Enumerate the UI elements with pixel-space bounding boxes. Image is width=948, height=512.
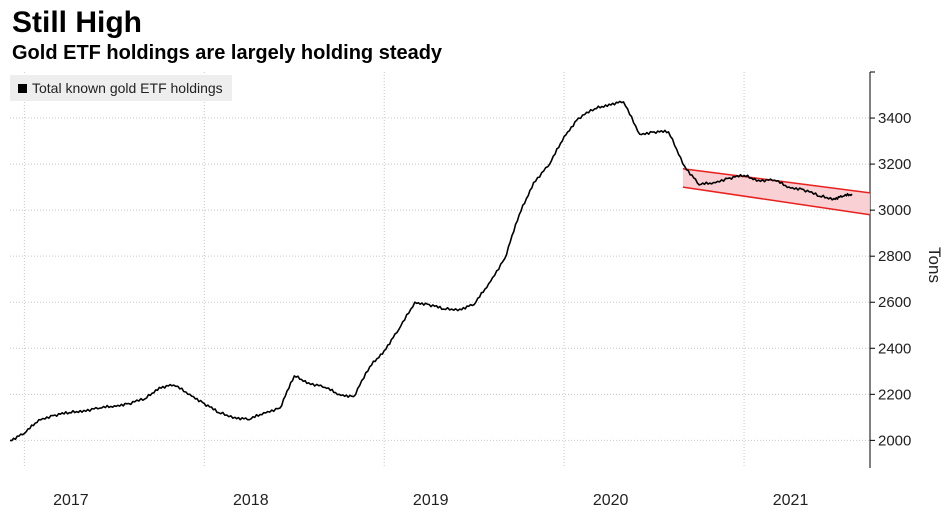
legend-swatch [18, 83, 27, 93]
y-tick-label: 3200 [878, 156, 911, 173]
x-tick-label: 2021 [773, 492, 809, 509]
y-tick-label: 2000 [878, 432, 911, 449]
y-tick-label: 2400 [878, 340, 911, 357]
y-axis-label: Tons [925, 247, 944, 283]
x-tick-label: 2018 [233, 492, 269, 509]
legend: Total known gold ETF holdings [10, 75, 232, 101]
chart-subtitle: Gold ETF holdings are largely holding st… [12, 42, 443, 64]
series-line-gold-etf-holdings [9, 100, 853, 442]
trend-channel-lower [682, 186, 871, 216]
y-tick-label: 2800 [878, 248, 911, 265]
chart-title: Still High [12, 6, 142, 39]
x-tick-label: 2017 [53, 492, 89, 509]
x-tick-label: 2019 [413, 492, 449, 509]
y-tick-label: 2600 [878, 294, 911, 311]
y-tick-label: 3000 [878, 202, 911, 219]
y-tick-label: 3400 [878, 110, 911, 127]
trend-channel-fill [682, 168, 870, 215]
legend-label: Total known gold ETF holdings [32, 80, 223, 96]
y-tick-label: 2200 [878, 386, 911, 403]
x-tick-label: 2020 [593, 492, 629, 509]
